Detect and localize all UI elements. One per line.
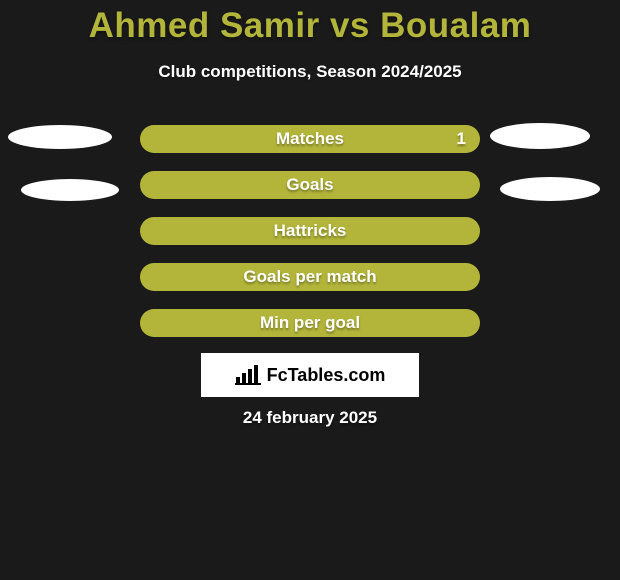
bar-chart-icon [235,365,261,385]
logo-text-wrap: FcTables.com [235,365,386,386]
stat-label: Goals [286,175,333,195]
stat-bar-hattricks: Hattricks [140,217,480,245]
logo-label: FcTables.com [267,365,386,386]
stat-bar-min-per-goal: Min per goal [140,309,480,337]
left-ellipse-1 [21,179,119,201]
stat-bar-goals-per-match: Goals per match [140,263,480,291]
right-ellipse-1 [500,177,600,201]
stat-bar-matches: Matches 1 [140,125,480,153]
stat-label: Hattricks [274,221,347,241]
chart-title: Ahmed Samir vs Boualam [0,6,620,46]
stat-value-right: 1 [457,129,466,149]
footer-date: 24 february 2025 [0,408,620,428]
logo-card: FcTables.com [201,353,419,397]
chart-canvas: Ahmed Samir vs Boualam Club competitions… [0,0,620,580]
right-ellipse-0 [490,123,590,149]
stat-label: Goals per match [243,267,376,287]
stat-bar-goals: Goals [140,171,480,199]
stat-label: Matches [276,129,344,149]
stat-label: Min per goal [260,313,360,333]
left-ellipse-0 [8,125,112,149]
chart-subtitle: Club competitions, Season 2024/2025 [0,62,620,82]
